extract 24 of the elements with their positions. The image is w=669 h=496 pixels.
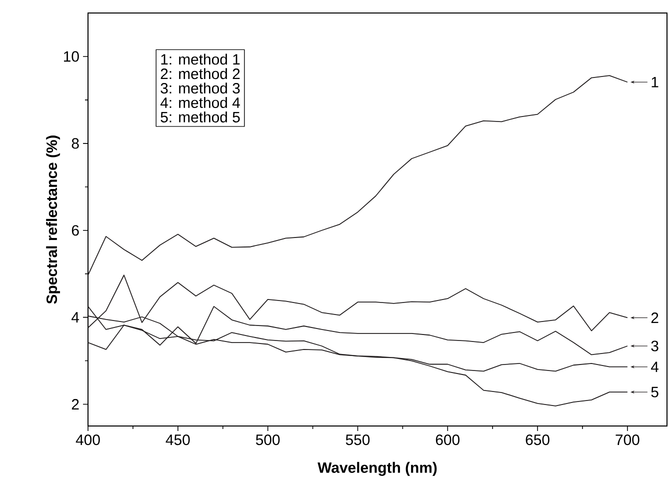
y-tick-label: 8 [72, 138, 79, 149]
annotation: 5: method 5 [160, 111, 240, 122]
y-tick-label: 4 [72, 312, 80, 322]
x-tick-label: 450 [166, 434, 190, 446]
y-axis-title: Spectral reflectance (%) [46, 136, 60, 304]
y-tick-label: 2 [72, 399, 79, 410]
annotation: 3: method 3 [160, 82, 240, 94]
x-tick-label: 550 [346, 434, 370, 446]
legend-label: 5 [651, 386, 658, 398]
x-tick-label: 400 [76, 434, 100, 446]
x-tick-label: 650 [526, 434, 550, 446]
annotation: 2: method 2 [160, 68, 240, 80]
annotation: 1: method 1 [161, 54, 240, 65]
legend-label: 3 [651, 340, 658, 352]
y-tick-label: 10 [64, 51, 79, 62]
annotation: 4: method 4 [160, 97, 240, 108]
legend-label: 4 [650, 362, 659, 372]
x-tick-label: 700 [616, 434, 640, 446]
x-axis-title: Wavelength (nm) [318, 462, 437, 476]
y-tick-label: 6 [72, 225, 79, 236]
x-tick-label: 500 [256, 434, 280, 446]
legend-label: 1 [652, 76, 658, 88]
x-tick-label: 600 [436, 434, 460, 446]
legend-label: 2 [651, 312, 658, 323]
